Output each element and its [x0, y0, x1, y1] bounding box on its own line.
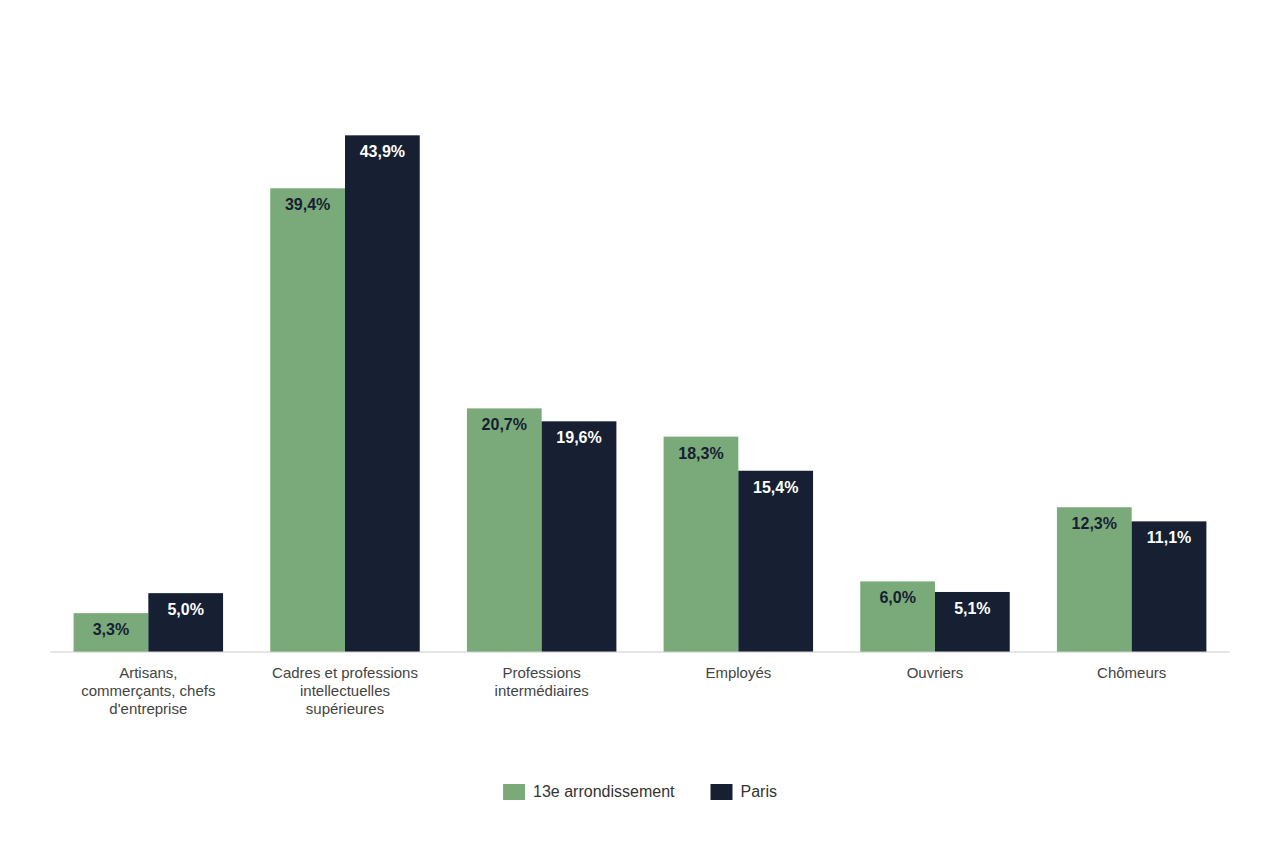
legend-swatch — [503, 784, 525, 800]
bar — [467, 408, 542, 652]
legend-item: Paris — [710, 783, 776, 800]
data-label: 15,4% — [753, 479, 798, 496]
data-label: 12,3% — [1072, 515, 1117, 532]
bar — [1057, 507, 1132, 652]
bar — [345, 135, 420, 652]
x-axis-line — [50, 652, 1230, 653]
x-tick-label: Employés — [705, 664, 771, 681]
data-labels: 3,3% 39,4% 20,7% 18,3% 6,0% 12,3% 5,0% 43,9% 19,… — [93, 143, 1192, 638]
data-label: 11,1% — [1147, 529, 1191, 546]
x-tick-label-line: intermédiaires — [495, 682, 589, 699]
data-label: 5,1% — [954, 600, 990, 617]
bar — [1132, 521, 1207, 652]
x-tick-label: Ouvriers — [907, 664, 964, 681]
x-tick-label: Artisans,commerçants, chefsd'entreprise — [81, 664, 215, 717]
data-label: 20,7% — [482, 416, 527, 433]
x-tick-label-line: supérieures — [306, 700, 384, 717]
x-tick-label-line: Chômeurs — [1097, 664, 1166, 681]
bar — [542, 421, 617, 652]
x-tick-label: Professionsintermédiaires — [495, 664, 589, 699]
x-tick-label-line: Ouvriers — [907, 664, 964, 681]
bar — [148, 593, 223, 652]
bar — [270, 188, 345, 652]
data-label: 19,6% — [556, 429, 601, 446]
x-tick-labels: Artisans,commerçants, chefsd'entreprise C… — [81, 664, 1166, 717]
x-tick-label-line: Artisans, — [119, 664, 177, 681]
x-tick-label-line: Employés — [705, 664, 771, 681]
legend-item: 13e arrondissement — [503, 783, 675, 800]
x-tick-label: Chômeurs — [1097, 664, 1166, 681]
x-tick-label-line: Cadres et professions — [272, 664, 418, 681]
bar — [860, 581, 935, 652]
legend-swatch — [710, 784, 732, 800]
legend: 13e arrondissement Paris — [503, 783, 777, 800]
x-tick-label: Cadres et professionsintellectuellessupé… — [272, 664, 418, 717]
x-tick-label-line: intellectuelles — [300, 682, 390, 699]
data-label: 43,9% — [360, 143, 405, 160]
legend-label: 13e arrondissement — [533, 783, 675, 800]
x-tick-label-line: d'entreprise — [109, 700, 187, 717]
x-tick-label-line: Professions — [502, 664, 580, 681]
bar — [74, 613, 149, 652]
data-label: 3,3% — [93, 621, 129, 638]
x-tick-label-line: commerçants, chefs — [81, 682, 215, 699]
data-label: 5,0% — [167, 601, 203, 618]
bar — [738, 471, 813, 652]
chart: 3,3% 39,4% 20,7% 18,3% 6,0% 12,3% 5,0% 43,9% 19,… — [0, 0, 1280, 852]
bar — [935, 592, 1010, 652]
data-label: 39,4% — [285, 196, 330, 213]
legend-label: Paris — [740, 783, 776, 800]
data-label: 6,0% — [879, 589, 915, 606]
chart-container: 3,3% 39,4% 20,7% 18,3% 6,0% 12,3% 5,0% 43,9% 19,… — [0, 0, 1280, 852]
bar — [664, 437, 739, 652]
data-label: 18,3% — [678, 445, 723, 462]
bars — [74, 135, 1207, 652]
